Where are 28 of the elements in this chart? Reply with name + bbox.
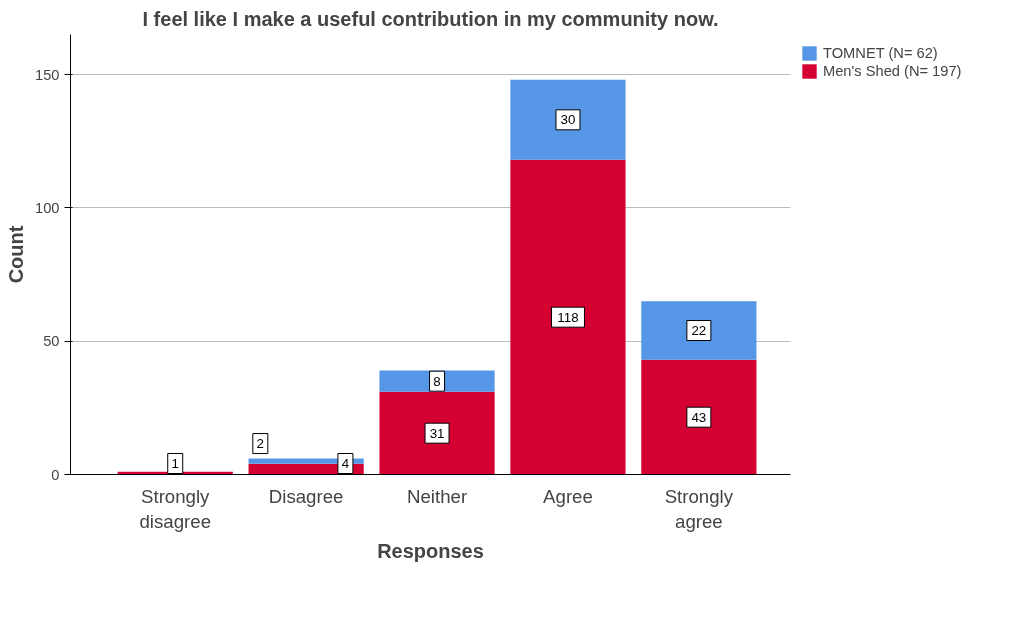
x-tick-label: Neither — [406, 485, 468, 507]
x-tick-label: Strongly agree — [664, 485, 734, 532]
bar — [379, 391, 495, 475]
bar — [510, 79, 626, 160]
bar — [641, 301, 757, 360]
data-label: 8 — [433, 373, 441, 389]
data-label: 118 — [557, 309, 579, 325]
x-tick-label: Disagree — [268, 485, 344, 507]
data-label: 31 — [429, 425, 445, 441]
y-tick-label: 150 — [35, 66, 60, 83]
chart-title: I feel like I make a useful contribution in my community now. — [142, 7, 719, 30]
x-tick-label: Agree — [543, 485, 593, 507]
y-axis-title: Count — [5, 225, 28, 284]
bar — [641, 359, 757, 475]
data-label: 30 — [560, 112, 576, 128]
data-label: 4 — [341, 456, 350, 471]
data-label: 2 — [256, 436, 265, 452]
data-label: 43 — [691, 409, 707, 425]
bar — [510, 159, 626, 475]
data-label: 1 — [171, 456, 179, 471]
legend-label: Men's Shed (N= 197) — [823, 63, 962, 79]
y-tick-label: 0 — [51, 466, 60, 483]
y-tick-label: 50 — [43, 333, 60, 350]
x-tick-label: Strongly disagree — [139, 485, 212, 532]
data-label: 22 — [691, 323, 707, 338]
legend-label: TOMNET (N= 62) — [823, 45, 938, 61]
x-axis-title: Responses — [377, 539, 484, 562]
y-tick-label: 100 — [35, 199, 60, 216]
